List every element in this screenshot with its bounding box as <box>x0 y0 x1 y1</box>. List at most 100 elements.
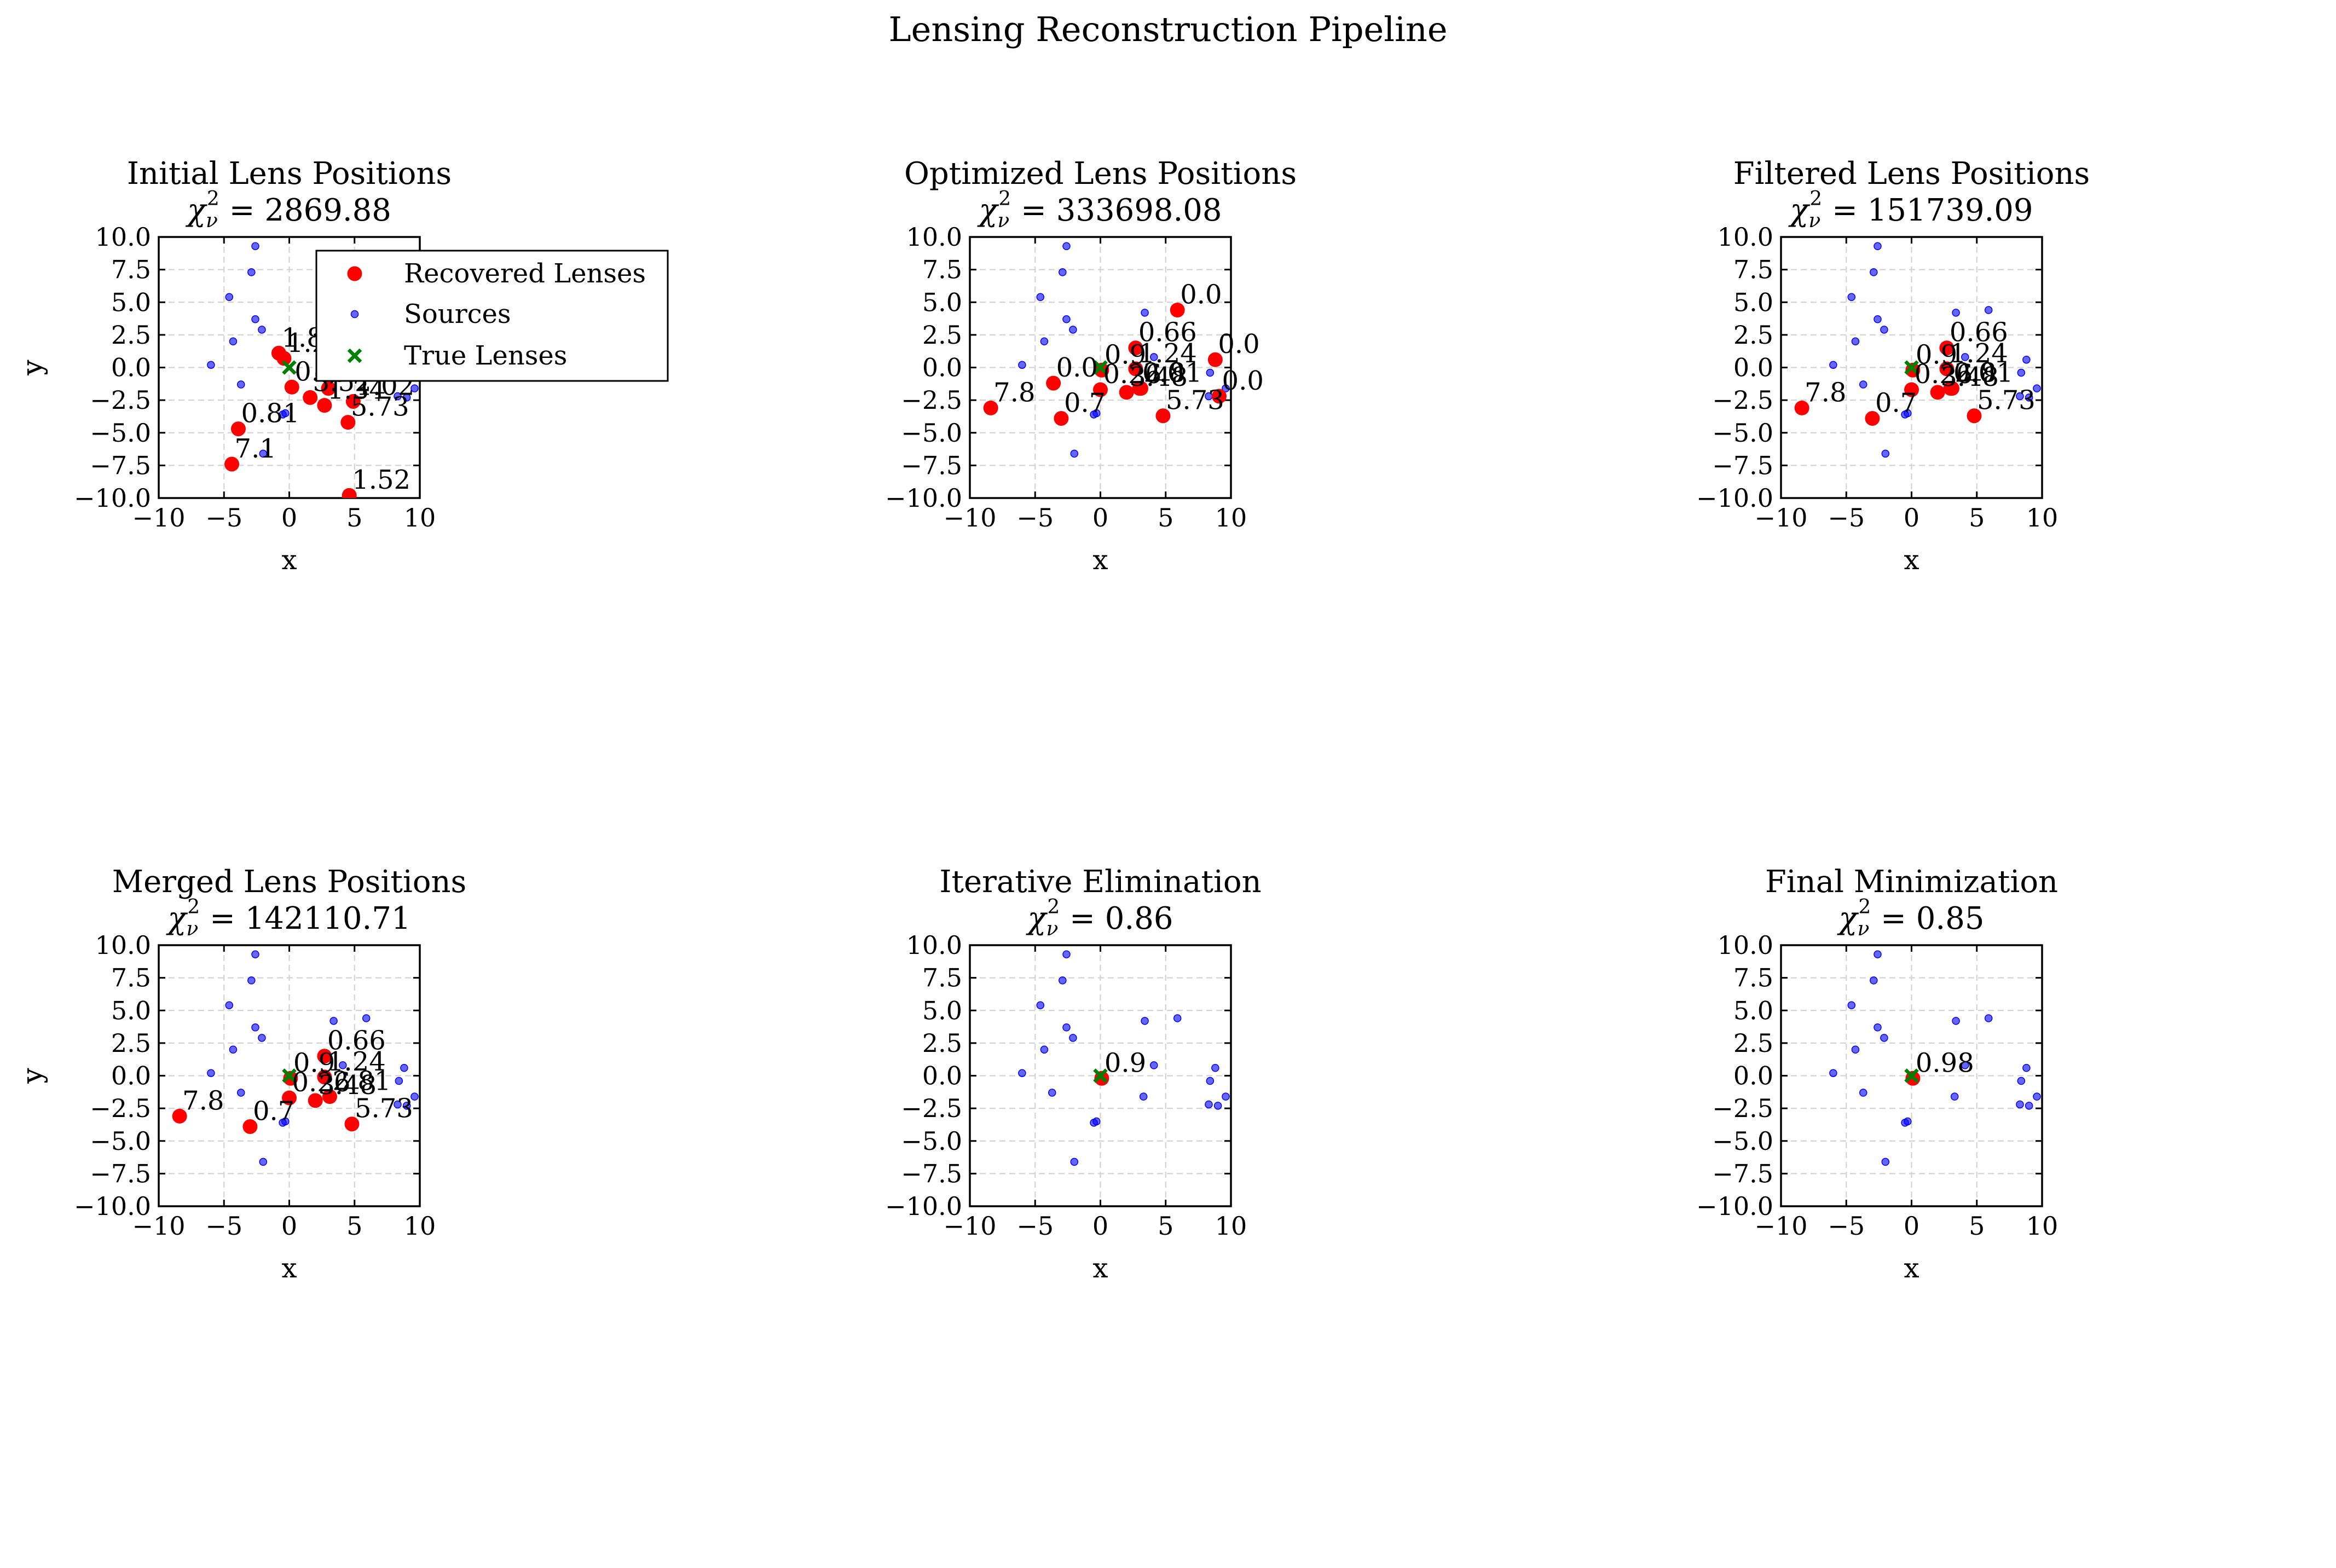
source-point <box>281 1117 290 1126</box>
chi2-value: = 151739.09 <box>1822 193 2033 228</box>
source-point <box>1141 1017 1149 1025</box>
x-tick-label: −10 <box>943 503 996 533</box>
source-point <box>1070 449 1079 458</box>
y-tick-label: 5.0 <box>111 996 151 1025</box>
lens-label: 3.48 <box>1129 362 1188 392</box>
chi2-superscript: 2 <box>1858 896 1871 918</box>
source-point <box>1040 1045 1049 1054</box>
x-tick-label: 5 <box>1969 503 1985 533</box>
y-tick-label: −2.5 <box>1712 1093 1773 1123</box>
y-tick-label: −7.5 <box>1712 450 1773 480</box>
recovered-lens-point <box>1170 303 1185 318</box>
source-point <box>1881 1158 1890 1166</box>
source-point <box>251 1023 259 1032</box>
lens-label: 0.26 <box>1103 359 1162 390</box>
y-axis-label: y <box>16 360 48 376</box>
x-tick-label: −5 <box>1828 1211 1865 1241</box>
source-point <box>258 326 266 334</box>
recovered-lens-point <box>1967 408 1982 424</box>
source-point <box>1829 361 1837 369</box>
chi2-symbol: χ <box>1026 901 1048 936</box>
y-tick-label: 10.0 <box>1718 930 1773 960</box>
y-tick-label: 5.0 <box>111 287 151 317</box>
panel-chi2: χν2 = 333698.08 <box>976 188 1222 232</box>
lens-label: 7.8 <box>1805 377 1846 408</box>
chi2-symbol: χ <box>1837 901 1859 936</box>
source-point <box>1851 337 1860 346</box>
lens-label: 0.7 <box>1875 388 1917 419</box>
y-tick-label: 7.5 <box>111 963 151 993</box>
true-lens-marker <box>1093 360 1108 375</box>
plot-area <box>1018 950 1230 1166</box>
y-tick-label: 0.0 <box>922 1061 962 1091</box>
true-lens-marker <box>282 360 297 375</box>
y-tick-label: −10.0 <box>74 483 151 513</box>
source-point <box>281 409 290 418</box>
source-point <box>402 394 411 402</box>
panel-chi2: χν2 = 0.85 <box>1837 896 1985 940</box>
recovered-lens-point <box>284 379 299 395</box>
legend-true-marker <box>347 348 362 363</box>
legend-entry: Recovered Lenses <box>404 258 646 289</box>
recovered-lens-point <box>1119 385 1134 400</box>
lens-label: 0.9 <box>1916 339 1957 370</box>
lens-label: 1.24 <box>1950 338 2008 369</box>
recovered-lens-point <box>1155 408 1171 424</box>
source-point <box>1018 1069 1026 1077</box>
source-point <box>1847 1001 1856 1009</box>
lens-label: 1.52 <box>352 465 410 495</box>
y-tick-label: 10.0 <box>906 222 962 252</box>
source-point <box>1205 1100 1213 1109</box>
plot-area <box>1829 950 2041 1166</box>
recovered-lens-point <box>322 1089 337 1104</box>
chi2-value: = 0.85 <box>1871 901 1984 936</box>
x-tick-label: −10 <box>132 503 185 533</box>
panel-title: Final Minimization <box>1765 864 2058 900</box>
recovered-lens-point <box>345 394 361 409</box>
y-tick-label: −5.0 <box>90 1126 151 1156</box>
source-point <box>229 337 238 346</box>
y-tick-label: −10.0 <box>1696 1191 1773 1221</box>
recovered-lens-point <box>340 415 356 430</box>
source-point <box>1847 293 1856 301</box>
source-point <box>225 293 234 301</box>
panel-title: Optimized Lens Positions <box>904 156 1297 192</box>
recovered-lens-point <box>224 456 240 472</box>
lens-label: 0.7 <box>253 1096 294 1127</box>
x-tick-label: 5 <box>346 503 362 533</box>
chi2-superscript: 2 <box>1047 896 1060 918</box>
legend-box <box>315 250 669 382</box>
x-tick-label: 10 <box>404 503 436 533</box>
legend: Recovered Lenses Sources True Lenses <box>315 250 669 382</box>
x-tick-label: 10 <box>2026 1211 2059 1241</box>
y-tick-label: 10.0 <box>95 222 151 252</box>
source-point <box>1961 353 1969 361</box>
true-lens-marker <box>282 1068 297 1083</box>
recovered-lens-point <box>1930 385 1945 400</box>
lens-label: 0.66 <box>1138 317 1197 348</box>
y-axis-label: y <box>16 360 48 376</box>
source-point <box>1984 1014 1993 1022</box>
source-point <box>1150 353 1158 361</box>
y-tick-label: 0.0 <box>111 1061 151 1091</box>
lens-label: 0.0 <box>1222 366 1264 396</box>
source-point <box>1173 1014 1182 1022</box>
source-point <box>1880 326 1888 334</box>
chi2-symbol: χ <box>1788 193 1810 228</box>
source-point <box>237 380 245 389</box>
lens-label: 0.7 <box>1064 388 1106 419</box>
y-tick-label: 10.0 <box>95 930 151 960</box>
legend-entry: True Lenses <box>404 340 567 371</box>
recovered-lens-point <box>983 400 998 415</box>
lens-label: 0.0 <box>1218 329 1259 360</box>
source-point <box>1139 1092 1148 1101</box>
source-point <box>1036 293 1045 301</box>
panel-chi2: χν2 = 2869.88 <box>185 188 391 232</box>
y-tick-label: 7.5 <box>1733 963 1773 993</box>
source-point <box>2016 392 2024 401</box>
lens-label: 5.73 <box>355 1093 413 1124</box>
source-point <box>1222 384 1230 392</box>
y-tick-label: −7.5 <box>1712 1159 1773 1188</box>
lens-label: 5.73 <box>1977 385 2036 416</box>
